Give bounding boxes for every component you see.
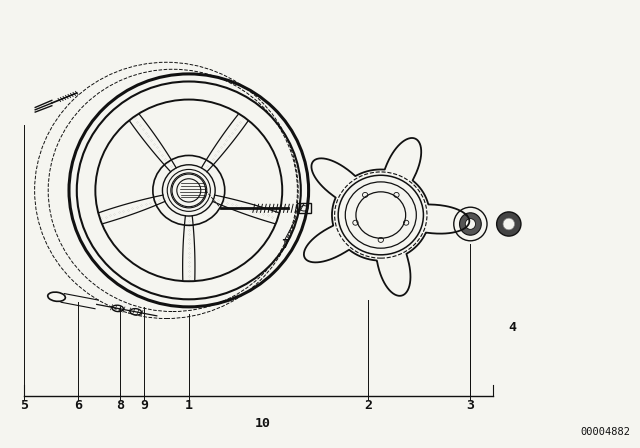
Bar <box>297 203 311 213</box>
Ellipse shape <box>454 207 487 241</box>
Text: 6: 6 <box>74 399 82 412</box>
Text: 7: 7 <box>281 237 289 251</box>
Text: 5: 5 <box>20 399 28 412</box>
Text: 3: 3 <box>467 399 474 412</box>
Ellipse shape <box>460 213 481 235</box>
Text: 00004882: 00004882 <box>580 427 630 437</box>
Ellipse shape <box>465 219 476 229</box>
Text: 2: 2 <box>364 399 372 412</box>
Ellipse shape <box>497 212 521 236</box>
Text: 4: 4 <box>508 320 516 334</box>
Text: 10: 10 <box>254 417 270 430</box>
Text: 8: 8 <box>116 399 124 412</box>
Text: 9: 9 <box>140 399 148 412</box>
Ellipse shape <box>503 218 515 230</box>
Text: 1: 1 <box>185 399 193 412</box>
